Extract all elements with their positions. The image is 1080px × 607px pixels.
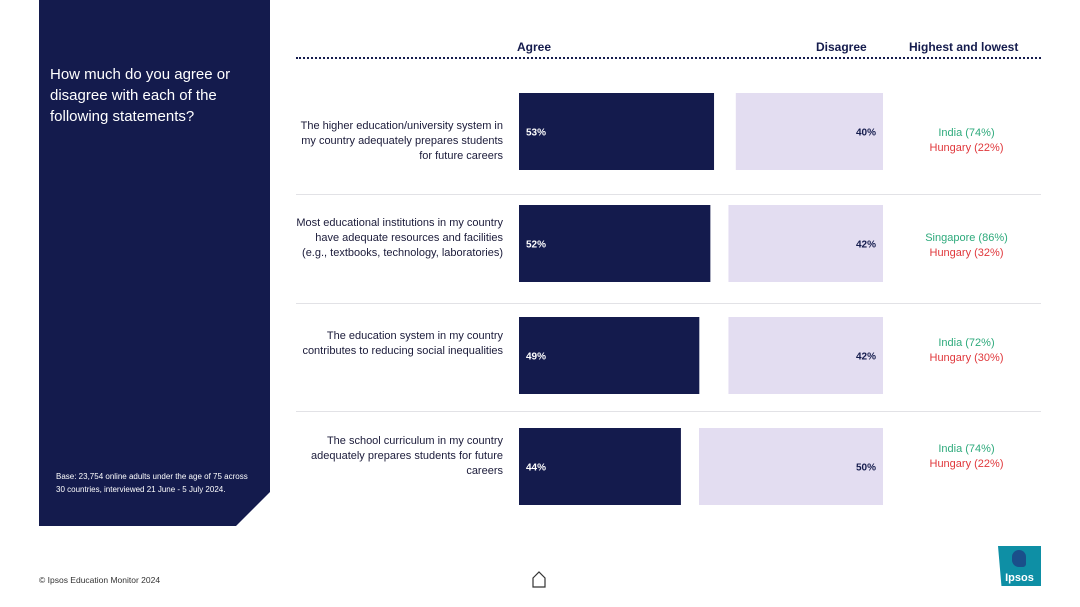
statement-4: The school curriculum in my country adeq… <box>310 435 503 477</box>
statement-1: The higher education/university system i… <box>300 120 503 162</box>
disagree-bar <box>728 317 883 394</box>
statement-3: The education system in my country contr… <box>302 330 503 357</box>
disagree-value-label: 40% <box>856 128 876 139</box>
disagree-value-label: 42% <box>856 352 876 363</box>
highest-country-4: India (74%) <box>938 443 995 455</box>
disagree-bar <box>735 93 883 170</box>
agree-header: Agree <box>517 40 552 54</box>
highest-country-1: India (74%) <box>938 127 995 139</box>
row-separator <box>296 411 1041 412</box>
agree-bar <box>519 428 681 505</box>
disagree-value-label: 50% <box>856 463 876 474</box>
disagree-bar <box>699 428 883 505</box>
logo-mark <box>1012 550 1026 567</box>
lowest-country-4: Hungary (22%) <box>929 458 1004 470</box>
highest-country-2: Singapore (86%) <box>925 232 1008 244</box>
ipsos-logo: Ipsos <box>998 546 1041 586</box>
question-text: How much do you agree or disagree with e… <box>50 66 231 125</box>
base-note: Base: 23,754 online adults under the age… <box>56 472 248 494</box>
copyright: © Ipsos Education Monitor 2024 <box>39 575 161 585</box>
statement-2: Most educational institutions in my coun… <box>296 217 503 259</box>
agree-value-label: 44% <box>526 463 546 474</box>
agree-value-label: 52% <box>526 240 546 251</box>
lowest-country-1: Hungary (22%) <box>929 142 1004 154</box>
agree-bar <box>519 317 700 394</box>
lowest-country-3: Hungary (30%) <box>929 352 1004 364</box>
header-rule <box>296 57 1041 59</box>
agree-bar <box>519 205 711 282</box>
agree-bar <box>519 93 715 170</box>
highest-country-3: India (72%) <box>938 337 995 349</box>
agree-value-label: 49% <box>526 352 546 363</box>
disagree-header: Disagree <box>816 40 867 54</box>
row-separator <box>296 194 1041 195</box>
agree-value-label: 53% <box>526 128 546 139</box>
lowest-country-2: Hungary (32%) <box>929 247 1004 259</box>
home-icon[interactable] <box>531 570 547 588</box>
disagree-value-label: 42% <box>856 240 876 251</box>
row-separator <box>296 303 1041 304</box>
disagree-bar <box>728 205 883 282</box>
logo-text: Ipsos <box>1005 572 1034 584</box>
question-panel: How much do you agree or disagree with e… <box>39 0 270 526</box>
highest-lowest-header: Highest and lowest <box>909 40 1019 54</box>
